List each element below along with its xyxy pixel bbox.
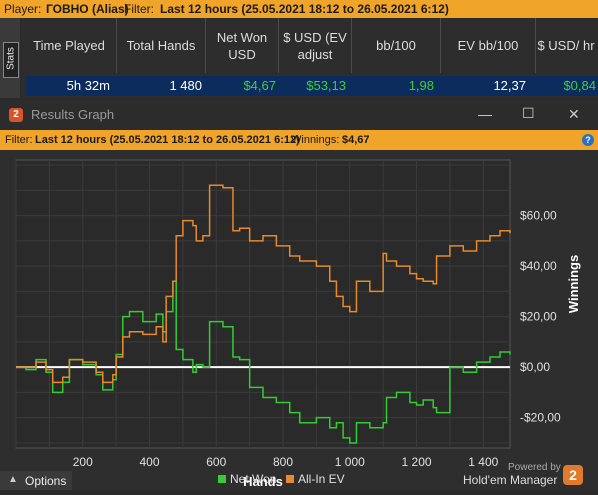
cell-usd-hr: $0,84 [563,78,596,93]
cell-net-won: $4,67 [243,78,276,93]
filter-status-bar: Player: ГОВНО (Alias) Filter: Last 12 ho… [0,0,598,18]
y-tick-label: $20,00 [520,310,557,324]
col-header-bb-100[interactable]: bb/100 [352,18,441,73]
cell-total-hands: 1 480 [169,78,202,93]
col-header-total-hands[interactable]: Total Hands [117,18,206,73]
brand-name: Hold'em Manager [463,473,558,487]
series-line-all-in-ev [16,184,511,384]
stats-side-tab[interactable]: Stats [0,18,20,98]
window-titlebar[interactable]: 2 Results Graph — ☐ ✕ [0,100,598,130]
caret-up-icon: ▲ [8,474,18,485]
legend-label: Net Won [230,472,276,486]
results-graph-window: 2 Results Graph — ☐ ✕ Filter: Last 12 ho… [0,100,598,490]
help-icon[interactable]: ? [582,134,594,146]
x-tick-label: 600 [206,455,226,469]
col-header-ev-adjusted[interactable]: $ USD (EV adjust [279,18,352,73]
y-tick-label: -$20,00 [520,411,561,425]
series-line-net-won [16,280,511,444]
y-tick-label: $0,00 [520,360,550,374]
app-logo-icon: 2 [9,108,23,122]
y-tick-label: $60,00 [520,209,557,223]
cell-ev-bb-100: 12,37 [493,78,526,93]
cell-ev-adjusted: $53,13 [306,78,346,93]
col-header-usd-hr[interactable]: $ USD/ hr [537,38,595,53]
winnings-label: Winnings: [291,134,340,146]
player-name[interactable]: ГОВНО (Alias) [46,2,129,16]
stats-table: Time Played Total Hands Net Won USD $ US… [22,18,598,98]
col-header-time-played[interactable]: Time Played [22,18,117,73]
x-tick-label: 200 [73,455,93,469]
winnings-value: $4,67 [342,134,370,146]
maximize-button[interactable]: ☐ [522,105,535,121]
table-row[interactable]: 5h 32m 1 480 $4,67 $53,13 1,98 12,37 $0,… [26,76,598,96]
x-tick-label: 1 000 [335,455,365,469]
minimize-button[interactable]: — [478,106,492,122]
graph-filter-bar: Filter: Last 12 hours (25.05.2021 18:12 … [0,130,598,150]
graph-filter-label: Filter: [5,134,33,146]
y-axis-label: Winnings [566,255,581,313]
col-header-ev-bb-100[interactable]: EV bb/100 [441,18,536,73]
legend-label: All-In EV [298,472,345,486]
player-label: Player: [4,2,42,16]
cell-time-played: 5h 32m [66,78,110,93]
filter-label: Filter: [124,2,154,16]
x-tick-label: 800 [273,455,293,469]
results-chart: 200 400 600 800 1 000 1 200 1 400 -$20,00 $0,00 $… [15,159,581,489]
options-label: Options [25,474,67,488]
plot-background [15,159,511,449]
window-title: Results Graph [31,107,115,122]
chart-area: 200 400 600 800 1 000 1 200 1 400 -$20,00 $0,00 $… [0,150,598,490]
graph-filter-value[interactable]: Last 12 hours (25.05.2021 18:12 to 26.05… [35,134,300,146]
x-tick-label: 1 400 [468,455,498,469]
col-header-net-won[interactable]: Net Won USD [206,18,279,73]
y-tick-label: $40,00 [520,259,557,273]
options-button[interactable]: ▲ Options [0,471,72,490]
powered-by-text: Powered by [508,462,561,473]
x-axis-label: Hands [243,474,283,489]
x-tick-label: 1 200 [402,455,432,469]
close-button[interactable]: ✕ [568,106,580,122]
x-tick-label: 400 [139,455,159,469]
filter-value[interactable]: Last 12 hours (25.05.2021 18:12 to 26.05… [160,2,449,16]
stats-tab-label: Stats [5,47,17,70]
cell-bb-100: 1,98 [408,78,434,93]
legend-swatch [218,475,226,483]
brand-logo-icon: 2 [563,465,583,485]
legend-swatch [286,475,294,483]
